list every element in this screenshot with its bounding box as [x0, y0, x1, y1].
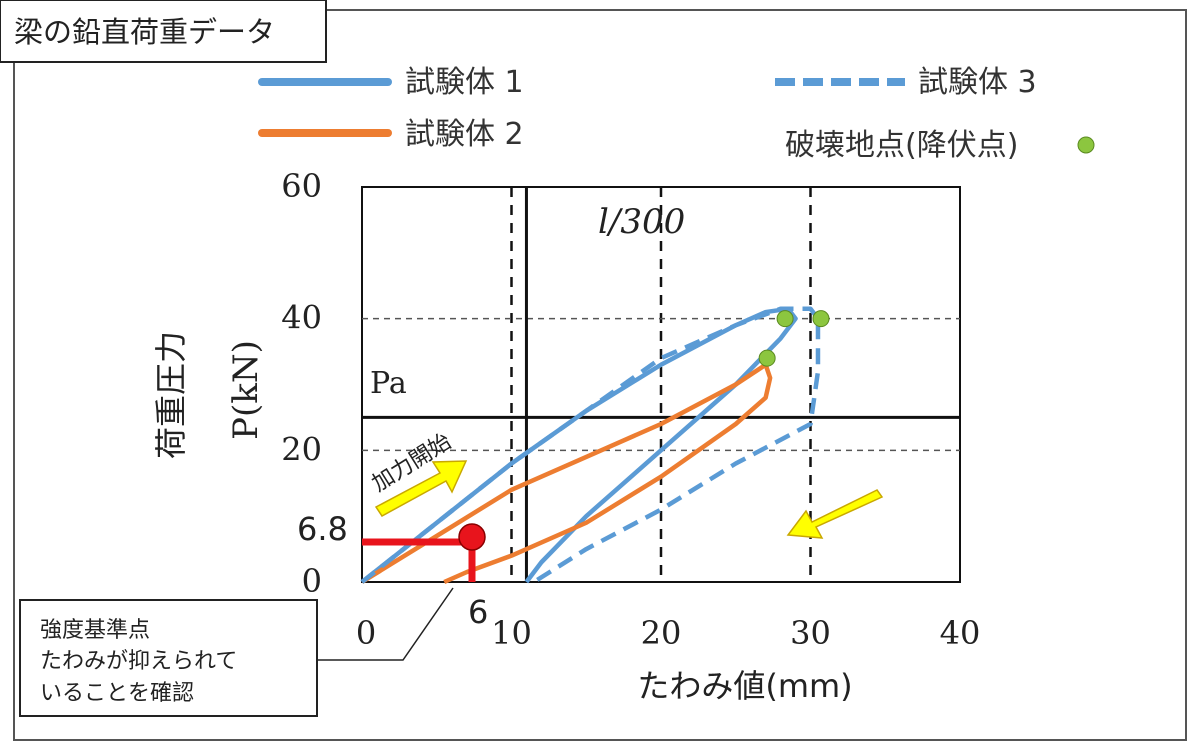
callout-leader — [318, 587, 454, 661]
failure-point-1 — [776, 310, 794, 328]
reference-lines — [362, 187, 960, 582]
callout-line2: たわみが抑えられて — [40, 649, 237, 674]
strength-marker: 6.8 6 — [297, 510, 488, 631]
y-tick-label-40: 40 — [281, 299, 322, 337]
y-tick-label-60: 60 — [281, 167, 322, 205]
x-tick-label-0: 0 — [356, 614, 376, 652]
x-axis-label: たわみ値(mm) — [637, 667, 852, 705]
legend-label-series3: 試験体 3 — [918, 65, 1037, 100]
annotation-x-mark: 6 — [468, 593, 488, 631]
x-tick-labels: 0 10 20 30 40 — [356, 614, 981, 652]
failure-points — [758, 310, 830, 367]
legend-marker-failure — [1077, 136, 1095, 154]
x-tick-label-40: 40 — [940, 614, 981, 652]
annotation-y-mark: 6.8 — [297, 510, 348, 548]
plot-area: 0 10 20 30 40 0 20 40 60 — [281, 167, 980, 652]
series-lines — [360, 306, 821, 585]
x-tick-label-10: 10 — [491, 614, 532, 652]
y-axis-label-line1: 荷重圧力 — [152, 331, 190, 459]
legend-label-failure: 破壊地点(降伏点) — [785, 128, 1018, 163]
unload-arrow-icon — [786, 489, 884, 539]
title-box — [0, 0, 327, 63]
chart-title: 梁の鉛直荷重データ — [14, 15, 275, 49]
failure-point-2 — [812, 310, 830, 328]
y-axis-label-line2: P(kN) — [226, 340, 266, 440]
callout-line1: 強度基準点 — [40, 618, 150, 643]
start-arrow-icon — [374, 460, 468, 517]
y-tick-label-0: 0 — [302, 562, 322, 600]
y-tick-label-20: 20 — [281, 430, 322, 468]
strength-point-dot — [458, 523, 486, 551]
failure-point-3 — [758, 349, 776, 367]
annotation-pa: Pa — [370, 366, 407, 401]
callout-box — [19, 599, 318, 717]
legend-label-series1: 試験体 1 — [405, 65, 524, 100]
series-line-2 — [360, 362, 773, 585]
series-line-3 — [360, 306, 821, 584]
x-tick-label-20: 20 — [641, 614, 682, 652]
x-tick-label-30: 30 — [790, 614, 831, 652]
annotation-l300: l/300 — [598, 202, 685, 242]
callout-line3: いることを確認 — [40, 681, 194, 706]
legend: 試験体 1 試験体 2 試験体 3 破壊地点(降伏点) — [258, 65, 1095, 163]
y-tick-labels: 0 20 40 60 — [281, 167, 322, 600]
legend-label-series2: 試験体 2 — [405, 117, 524, 152]
